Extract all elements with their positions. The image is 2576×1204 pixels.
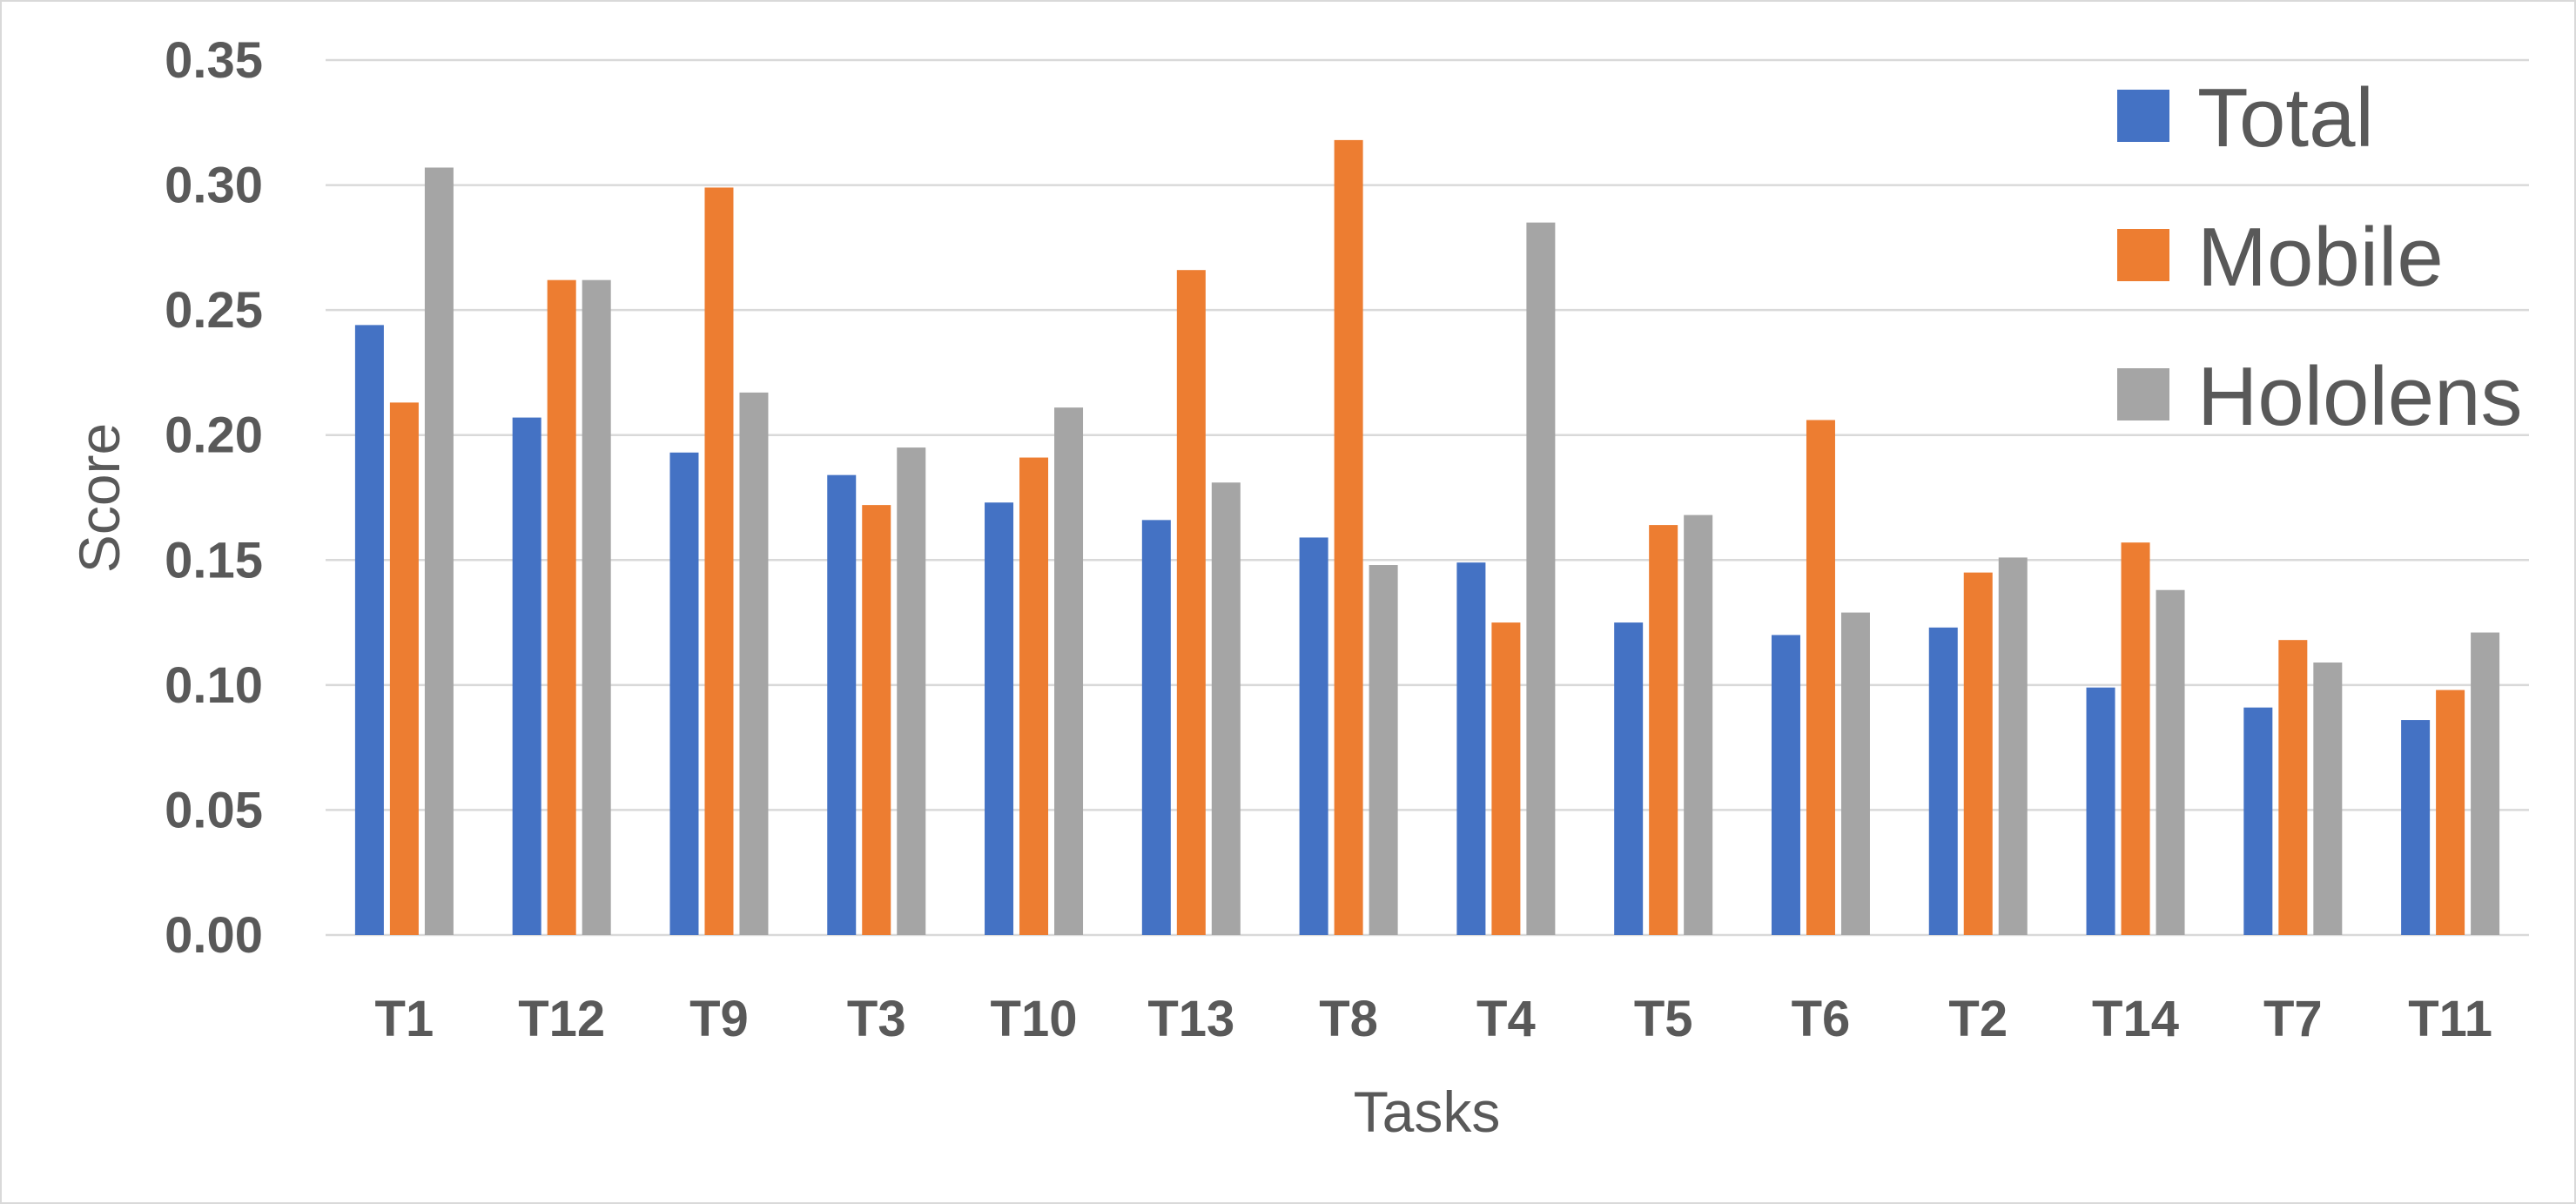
bars [354, 139, 2500, 936]
bar-hololens-t9 [739, 392, 769, 935]
bar-mobile-t10 [1019, 457, 1049, 935]
bar-total-t5 [1614, 622, 1644, 935]
bar-hololens-t14 [2156, 589, 2185, 935]
bar-total-t4 [1456, 562, 1486, 935]
bar-total-t8 [1299, 537, 1328, 935]
bar-hololens-t7 [2313, 663, 2343, 935]
x-tick-label: T11 [2408, 991, 2492, 1047]
y-tick-label: 0.00 [165, 907, 263, 964]
legend-swatch-mobile [2117, 229, 2169, 281]
bar-mobile-t4 [1491, 622, 1521, 935]
x-tick-label: T8 [1319, 991, 1378, 1047]
y-axis-ticks: 0.00 0.05 0.10 0.15 0.20 0.25 0.30 0.35 [165, 32, 263, 964]
y-tick-label: 0.10 [165, 657, 263, 714]
bar-total-t9 [669, 452, 699, 935]
bar-hololens-t3 [897, 447, 926, 935]
x-tick-label: T1 [375, 991, 434, 1047]
bar-total-t14 [2086, 687, 2115, 935]
x-tick-label: T3 [847, 991, 906, 1047]
x-tick-label: T9 [689, 991, 749, 1047]
bar-mobile-t9 [704, 187, 734, 935]
bar-total-t3 [827, 474, 857, 935]
y-tick-label: 0.30 [165, 158, 263, 214]
bar-total-t2 [1928, 627, 1958, 935]
x-tick-label: T14 [2092, 991, 2179, 1047]
bar-hololens-t5 [1684, 515, 1713, 935]
legend-label-total: Total [2197, 71, 2374, 165]
bar-mobile-t3 [862, 505, 891, 935]
x-tick-label: T5 [1634, 991, 1693, 1047]
x-tick-label: T6 [1792, 991, 1851, 1047]
x-tick-label: T13 [1147, 991, 1234, 1047]
bar-mobile-t14 [2121, 542, 2150, 935]
bar-hololens-t1 [424, 167, 454, 935]
legend-swatch-hololens [2117, 368, 2169, 420]
y-tick-label: 0.15 [165, 532, 263, 589]
x-tick-label: T12 [518, 991, 605, 1047]
bar-hololens-t2 [1998, 557, 2028, 935]
legend-label-hololens: Hololens [2197, 350, 2523, 443]
gridlines [326, 58, 2529, 937]
bar-total-t13 [1141, 520, 1171, 935]
x-axis-label: Tasks [1354, 1080, 1501, 1144]
bar-mobile-t8 [1334, 139, 1363, 935]
bar-total-t1 [354, 325, 384, 935]
bar-hololens-t8 [1369, 565, 1398, 935]
bar-hololens-t6 [1840, 612, 1870, 935]
bar-mobile-t1 [389, 402, 419, 935]
bar-hololens-t4 [1526, 222, 1556, 936]
bar-hololens-t10 [1054, 407, 1084, 936]
y-tick-label: 0.25 [165, 282, 263, 339]
bar-mobile-t5 [1649, 525, 1678, 935]
bar-total-t11 [2401, 720, 2431, 935]
bar-total-t10 [985, 502, 1014, 935]
bar-hololens-t13 [1211, 482, 1241, 935]
bar-mobile-t12 [547, 279, 576, 936]
legend-label-mobile: Mobile [2197, 211, 2444, 304]
y-tick-label: 0.05 [165, 782, 263, 838]
bar-mobile-t7 [2278, 640, 2308, 935]
x-tick-label: T7 [2263, 991, 2323, 1047]
y-tick-label: 0.20 [165, 407, 263, 464]
legend-swatch-total [2117, 90, 2169, 142]
bar-mobile-t6 [1806, 420, 1835, 935]
y-tick-label: 0.35 [165, 32, 263, 89]
bar-total-t12 [512, 417, 541, 936]
bar-hololens-t12 [582, 279, 611, 936]
x-tick-label: T10 [991, 991, 1078, 1047]
bar-total-t6 [1771, 635, 1800, 935]
bar-mobile-t13 [1176, 270, 1206, 935]
x-tick-label: T4 [1476, 991, 1536, 1047]
y-axis-label: Score [67, 423, 131, 573]
bar-mobile-t2 [1963, 572, 1993, 935]
bar-hololens-t11 [2471, 632, 2500, 935]
legend: Total Mobile Hololens [2117, 71, 2523, 443]
x-axis-ticks: T1 T12 T9 T3 T10 T13 T8 T4 T5 T6 T2 T14 T7 T11 [375, 991, 2492, 1047]
bar-total-t7 [2243, 707, 2273, 935]
bar-mobile-t11 [2436, 689, 2465, 935]
x-tick-label: T2 [1948, 991, 2008, 1047]
